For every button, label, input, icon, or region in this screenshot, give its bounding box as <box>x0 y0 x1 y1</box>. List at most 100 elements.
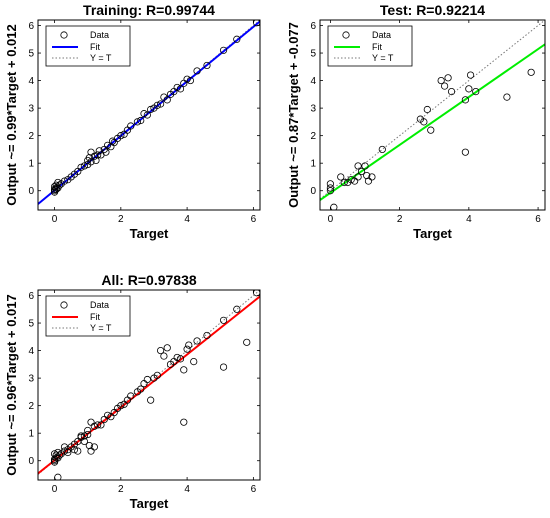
x-tick-label: 6 <box>535 214 541 225</box>
data-point <box>193 337 201 345</box>
y-tick-label: 5 <box>28 319 34 330</box>
axes-frame <box>37 289 261 481</box>
x-tick-label: 4 <box>466 214 472 225</box>
data-point <box>163 344 171 352</box>
identity-line <box>320 20 545 200</box>
data-point <box>326 180 334 188</box>
y-tick-label: 0 <box>28 456 34 467</box>
data-point <box>160 352 168 360</box>
data-point <box>50 185 59 193</box>
data-point <box>70 446 79 454</box>
legend-data-marker <box>60 301 68 309</box>
data-point <box>185 341 193 349</box>
legend-data-marker <box>342 31 350 39</box>
data-point <box>173 83 181 92</box>
y-tick-label: 4 <box>28 76 34 87</box>
data-point <box>95 147 103 155</box>
chart-title: Test: R=0.92214 <box>380 2 485 18</box>
data-point <box>50 455 59 463</box>
legend-entry: Y = T <box>90 53 112 63</box>
data-point <box>103 411 112 419</box>
x-tick-label: 2 <box>118 214 124 225</box>
data-point <box>90 422 98 430</box>
data-point <box>117 132 125 140</box>
panel-test: 0 2 4 6 0 1 2 3 4 5 6 Test: R=0.92214 Target Output ~… <box>286 2 546 241</box>
y-tick-label: 1 <box>310 159 316 170</box>
data-point <box>326 187 334 195</box>
data-point <box>437 76 445 85</box>
x-tick-label: 6 <box>251 214 257 225</box>
data-point <box>147 396 155 404</box>
data-point <box>87 158 95 166</box>
x-tick-label: 0 <box>328 214 334 225</box>
data-point <box>466 71 475 79</box>
chart-title: All: R=0.97838 <box>101 272 197 288</box>
y-tick-label: 1 <box>28 429 34 440</box>
y-tick-label: 6 <box>28 291 34 302</box>
x-tick-label: 2 <box>118 484 124 495</box>
data-point <box>203 331 211 340</box>
y-axis-label: Output ~= 0.99*Target + 0.012 <box>4 24 19 205</box>
data-point <box>84 430 92 439</box>
data-point <box>55 451 64 459</box>
x-axis-label: Target <box>130 496 169 511</box>
x-tick-label: 4 <box>184 484 190 495</box>
data-point <box>219 46 228 54</box>
y-tick-label: 3 <box>28 374 34 385</box>
data-point <box>85 441 93 450</box>
data-point <box>354 173 362 181</box>
data-point <box>461 96 469 104</box>
data-point <box>77 432 85 440</box>
data-point <box>77 163 85 171</box>
data-point <box>420 118 428 126</box>
data-point <box>243 338 251 346</box>
data-point <box>143 111 151 119</box>
chart-title: Training: R=0.99744 <box>83 2 215 18</box>
data-point <box>156 346 165 355</box>
data-point <box>94 151 102 159</box>
data-point <box>233 35 241 43</box>
data-point <box>97 421 105 429</box>
data-point <box>203 61 211 70</box>
y-tick-label: 3 <box>28 104 34 115</box>
data-point <box>84 426 92 435</box>
data-point <box>92 156 100 165</box>
data-point <box>354 162 362 170</box>
y-tick-label: 2 <box>28 131 34 142</box>
data-point <box>137 385 145 393</box>
data-point <box>90 443 98 451</box>
x-axis-label: Target <box>413 226 452 241</box>
data-point <box>472 87 480 96</box>
x-tick-label: 6 <box>251 484 257 495</box>
data-point <box>60 177 69 185</box>
x-tick-label: 2 <box>397 214 403 225</box>
data-point <box>117 402 125 410</box>
legend-data-marker <box>60 31 68 39</box>
y-tick-label: 3 <box>310 104 316 115</box>
axes-frame <box>37 19 261 211</box>
data-point <box>176 355 185 363</box>
y-tick-label: 4 <box>28 346 34 357</box>
data-point <box>140 110 148 118</box>
data-point <box>361 162 369 170</box>
data-point <box>80 162 88 170</box>
legend-entry: Y = T <box>90 323 112 333</box>
y-tick-label: 0 <box>310 186 316 197</box>
data-point <box>441 82 449 90</box>
data-point <box>103 141 112 149</box>
y-tick-label: 6 <box>28 21 34 32</box>
y-tick-label: 5 <box>28 49 34 60</box>
data-point <box>363 171 371 180</box>
data-point <box>503 93 511 101</box>
data-point <box>147 105 155 114</box>
legend-entry: Fit <box>90 312 100 322</box>
data-point <box>219 363 228 371</box>
data-point <box>85 154 93 162</box>
data-point <box>153 371 161 379</box>
data-point <box>173 353 181 362</box>
axes-frame <box>319 19 546 211</box>
x-axis-label: Target <box>130 226 169 241</box>
data-point <box>74 447 82 455</box>
